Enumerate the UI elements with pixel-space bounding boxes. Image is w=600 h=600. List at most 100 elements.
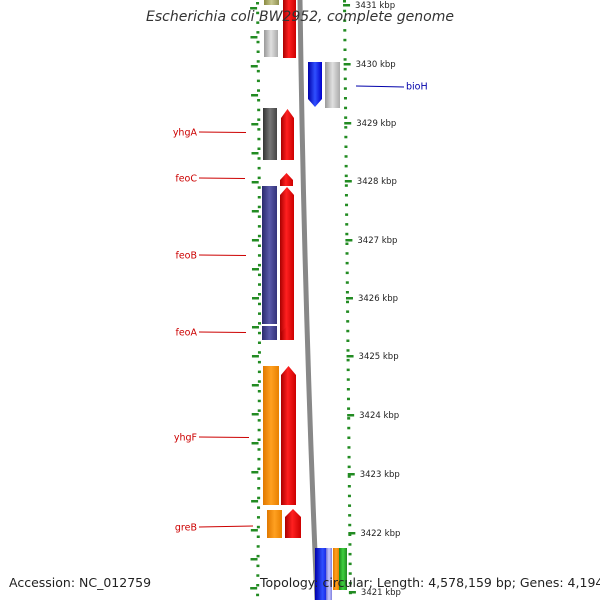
tick-mark — [256, 516, 260, 519]
tick-mark — [343, 67, 347, 71]
tick-mark — [257, 137, 261, 141]
tick-mark — [257, 341, 261, 344]
tick-mark-major — [251, 413, 259, 416]
tick-mark — [345, 252, 349, 255]
tick-mark-major — [251, 500, 259, 503]
tick-mark — [256, 525, 260, 529]
scale-label: 3430 kbp — [356, 60, 396, 70]
tick-mark — [257, 399, 261, 403]
gene-label-greB: greB — [175, 523, 197, 534]
tick-mark — [257, 186, 261, 189]
left-tick-ring — [250, 2, 261, 597]
right-feature-track — [308, 62, 347, 600]
scale-labels: 3431 kbp 3430 kbp 3429 kbp 3428 kbp 3427 kbp… — [355, 1, 401, 598]
gene-label-feoA: feoA — [175, 328, 197, 339]
tick-mark — [257, 409, 261, 412]
tick-mark — [344, 184, 348, 187]
tick-mark-major — [250, 7, 258, 10]
tick-mark — [346, 378, 350, 381]
tick-mark — [347, 475, 351, 478]
tick-mark — [257, 108, 261, 112]
tick-mark — [343, 97, 347, 100]
tick-mark — [256, 79, 260, 83]
tick-mark-major — [251, 239, 259, 242]
tick-mark — [347, 426, 351, 430]
tick-mark — [257, 448, 261, 451]
tick-mark — [257, 438, 261, 441]
tick-mark — [257, 196, 261, 199]
tick-mark — [347, 465, 351, 469]
tick-mark — [346, 300, 350, 304]
tick-mark — [257, 351, 261, 354]
tick-mark — [343, 19, 347, 22]
gene-arrow-greB — [285, 509, 301, 538]
tick-mark — [345, 213, 349, 216]
tick-mark — [348, 572, 352, 575]
gene-arrow-feoC — [280, 173, 293, 186]
gene-arrow-feoA — [281, 326, 294, 340]
tick-mark — [256, 593, 260, 597]
tick-mark — [344, 174, 348, 178]
feature-bottom-green — [339, 548, 347, 590]
tick-mark — [256, 50, 260, 53]
feature-yhgA — [263, 108, 277, 160]
tick-mark-major — [251, 471, 259, 474]
tick-mark — [345, 203, 349, 207]
tick-mark — [348, 533, 352, 536]
tick-mark — [345, 242, 349, 245]
tick-mark — [345, 271, 349, 275]
feature-greB — [267, 510, 282, 538]
feature-feoB — [262, 186, 277, 324]
tick-mark — [346, 358, 350, 362]
tick-mark — [257, 157, 261, 160]
tick-mark — [256, 11, 260, 15]
tick-mark — [348, 552, 352, 556]
tick-mark — [344, 116, 348, 119]
tick-mark — [256, 31, 260, 34]
left-feature-track — [262, 0, 282, 538]
gene-leader-line — [198, 525, 254, 528]
tick-mark-major — [250, 36, 258, 39]
tick-mark — [257, 506, 261, 509]
tick-mark — [257, 147, 261, 150]
tick-mark — [348, 562, 352, 566]
accession-label: Accession: NC_012759 — [9, 575, 152, 590]
scale-label: 3428 kbp — [357, 177, 397, 187]
tick-mark — [257, 360, 261, 364]
tick-mark — [344, 106, 348, 110]
tick-mark — [347, 417, 351, 420]
scale-label: 3423 kbp — [360, 470, 400, 480]
tick-mark — [347, 494, 351, 498]
tick-mark — [257, 428, 261, 432]
gene-label-yhgF: yhgF — [174, 433, 197, 444]
tick-mark — [257, 176, 261, 180]
tick-mark — [344, 126, 348, 129]
scale-label: 3421 kbp — [361, 588, 401, 598]
gene-leader-line — [198, 131, 247, 133]
tick-mark — [347, 455, 351, 459]
tick-mark — [257, 166, 261, 170]
tick-mark — [343, 87, 347, 90]
tick-mark — [344, 194, 348, 197]
tick-mark — [257, 302, 261, 306]
gene-leader-line — [198, 254, 247, 256]
gene-arrow-yhgF — [281, 366, 296, 505]
tick-mark-major — [251, 355, 259, 358]
tick-mark — [257, 496, 261, 500]
scale-label: 3422 kbp — [360, 529, 400, 539]
tick-mark — [348, 514, 352, 517]
gene-arrow-top — [283, 0, 296, 58]
scale-label: 3429 kbp — [356, 119, 396, 129]
tick-mark — [344, 135, 348, 139]
tick-mark-major — [251, 326, 259, 329]
tick-mark — [257, 118, 261, 121]
tick-mark — [346, 329, 350, 333]
gene-arrow-feoB — [280, 187, 294, 340]
tick-mark — [257, 89, 261, 92]
tick-mark — [256, 69, 260, 73]
tick-mark — [257, 99, 261, 102]
tick-mark — [256, 2, 260, 5]
tick-mark-major — [344, 122, 352, 125]
map-title: Escherichia coli BW2952, complete genome — [146, 9, 454, 25]
